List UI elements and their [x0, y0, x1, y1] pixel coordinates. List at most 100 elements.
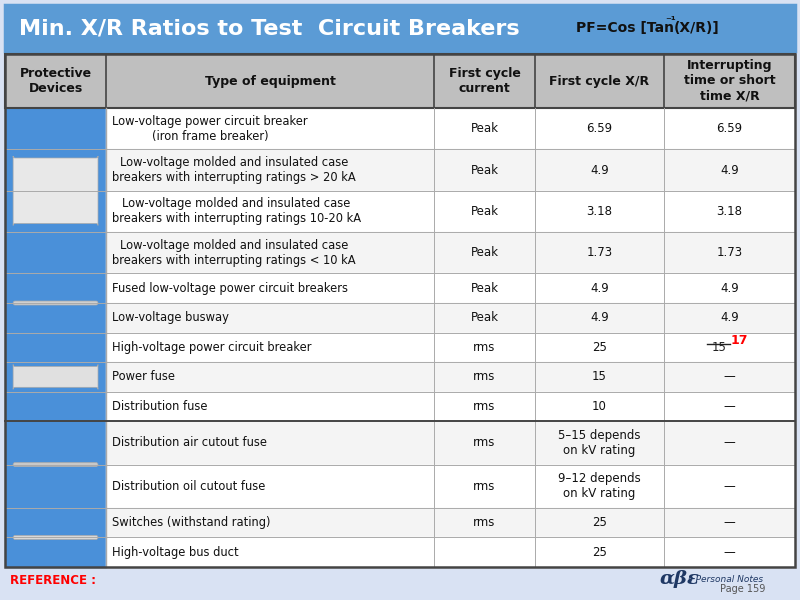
Text: rms: rms	[474, 436, 496, 449]
Bar	[106, 303, 434, 332]
Text: 10: 10	[592, 400, 607, 413]
Text: 4.9: 4.9	[720, 311, 739, 325]
Bar	[434, 362, 535, 392]
Text: Peak: Peak	[470, 122, 498, 135]
Bar	[106, 191, 434, 232]
Text: 25: 25	[592, 516, 607, 529]
Text: 4.9: 4.9	[590, 282, 609, 295]
Text: 4.9: 4.9	[720, 164, 739, 176]
Text: —: —	[723, 516, 735, 529]
Bar	[434, 392, 535, 421]
Text: Fused low-voltage power circuit breakers: Fused low-voltage power circuit breakers	[112, 282, 348, 295]
Bar	[106, 108, 434, 149]
Bar	[664, 538, 795, 567]
Bar	[5, 5, 795, 51]
Text: High-voltage bus duct: High-voltage bus duct	[112, 546, 238, 559]
Bar	[5, 54, 795, 108]
Text: —: —	[723, 546, 735, 559]
Bar	[106, 538, 434, 567]
Bar	[664, 362, 795, 392]
Text: First cycle X/R: First cycle X/R	[550, 74, 650, 88]
Bar	[434, 464, 535, 508]
Text: Peak: Peak	[470, 164, 498, 176]
Bar	[434, 108, 535, 149]
FancyBboxPatch shape	[13, 364, 98, 389]
Text: High-voltage power circuit breaker: High-voltage power circuit breaker	[112, 341, 312, 354]
Text: Power fuse: Power fuse	[112, 370, 175, 383]
Bar	[106, 392, 434, 421]
Text: s Personal Notes: s Personal Notes	[688, 575, 763, 583]
Bar	[664, 332, 795, 362]
Bar	[106, 421, 434, 464]
FancyBboxPatch shape	[13, 463, 98, 467]
Bar	[535, 232, 664, 274]
Text: Peak: Peak	[470, 205, 498, 218]
Text: 4.9: 4.9	[590, 164, 609, 176]
Text: rms: rms	[474, 400, 496, 413]
Text: First cycle
current: First cycle current	[449, 67, 521, 95]
Text: 15: 15	[592, 370, 607, 383]
Text: Interrupting
time or short
time X/R: Interrupting time or short time X/R	[684, 59, 775, 103]
Text: (X/R)]: (X/R)]	[674, 20, 720, 34]
Text: 15: 15	[712, 341, 727, 354]
Bar	[664, 108, 795, 149]
Text: Protective
Devices: Protective Devices	[19, 67, 92, 95]
Bar	[664, 508, 795, 538]
Text: Low-voltage busway: Low-voltage busway	[112, 311, 229, 325]
Text: 1.73: 1.73	[586, 246, 613, 259]
Bar	[664, 149, 795, 191]
Text: rms: rms	[474, 370, 496, 383]
Bar	[535, 274, 664, 303]
Bar	[434, 191, 535, 232]
Text: —: —	[723, 400, 735, 413]
Text: Peak: Peak	[470, 282, 498, 295]
FancyBboxPatch shape	[13, 156, 98, 226]
Text: 6.59: 6.59	[716, 122, 742, 135]
Text: Page 159: Page 159	[720, 584, 766, 594]
Bar	[535, 149, 664, 191]
Bar	[5, 54, 795, 567]
Text: 17: 17	[730, 334, 748, 347]
Bar	[434, 232, 535, 274]
Bar	[664, 274, 795, 303]
Text: Low-voltage molded and insulated case
breakers with interrupting ratings > 20 kA: Low-voltage molded and insulated case br…	[112, 156, 356, 184]
Bar	[535, 191, 664, 232]
Text: 6.59: 6.59	[586, 122, 613, 135]
Bar	[434, 508, 535, 538]
Bar	[535, 508, 664, 538]
Text: Low-voltage molded and insulated case
breakers with interrupting ratings < 10 kA: Low-voltage molded and insulated case br…	[112, 239, 356, 267]
Text: 25: 25	[592, 341, 607, 354]
Bar	[535, 464, 664, 508]
Text: rms: rms	[474, 341, 496, 354]
Bar	[535, 421, 664, 464]
Bar	[535, 303, 664, 332]
Bar	[5, 54, 795, 567]
Text: 25: 25	[592, 546, 607, 559]
Text: PF=Cos [Tan: PF=Cos [Tan	[576, 20, 674, 34]
Bar	[664, 464, 795, 508]
Bar	[664, 232, 795, 274]
Bar	[5, 54, 795, 108]
Bar	[535, 392, 664, 421]
Text: ⁻¹: ⁻¹	[665, 16, 676, 26]
Text: 1.73: 1.73	[716, 246, 742, 259]
Bar	[434, 274, 535, 303]
Bar	[434, 332, 535, 362]
Bar	[535, 538, 664, 567]
Text: Low-voltage power circuit breaker
(iron frame breaker): Low-voltage power circuit breaker (iron …	[112, 115, 308, 143]
Bar	[664, 392, 795, 421]
Bar	[106, 508, 434, 538]
Bar	[535, 362, 664, 392]
Text: Distribution fuse: Distribution fuse	[112, 400, 208, 413]
Text: αβε: αβε	[660, 570, 700, 588]
Bar	[106, 232, 434, 274]
Text: Distribution oil cutout fuse: Distribution oil cutout fuse	[112, 480, 266, 493]
Text: 3.18: 3.18	[717, 205, 742, 218]
Text: —: —	[723, 480, 735, 493]
Text: Distribution air cutout fuse: Distribution air cutout fuse	[112, 436, 267, 449]
Bar	[434, 149, 535, 191]
Bar	[434, 421, 535, 464]
Bar	[106, 274, 434, 303]
Bar	[5, 108, 106, 567]
Text: REFERENCE :: REFERENCE :	[10, 575, 96, 587]
